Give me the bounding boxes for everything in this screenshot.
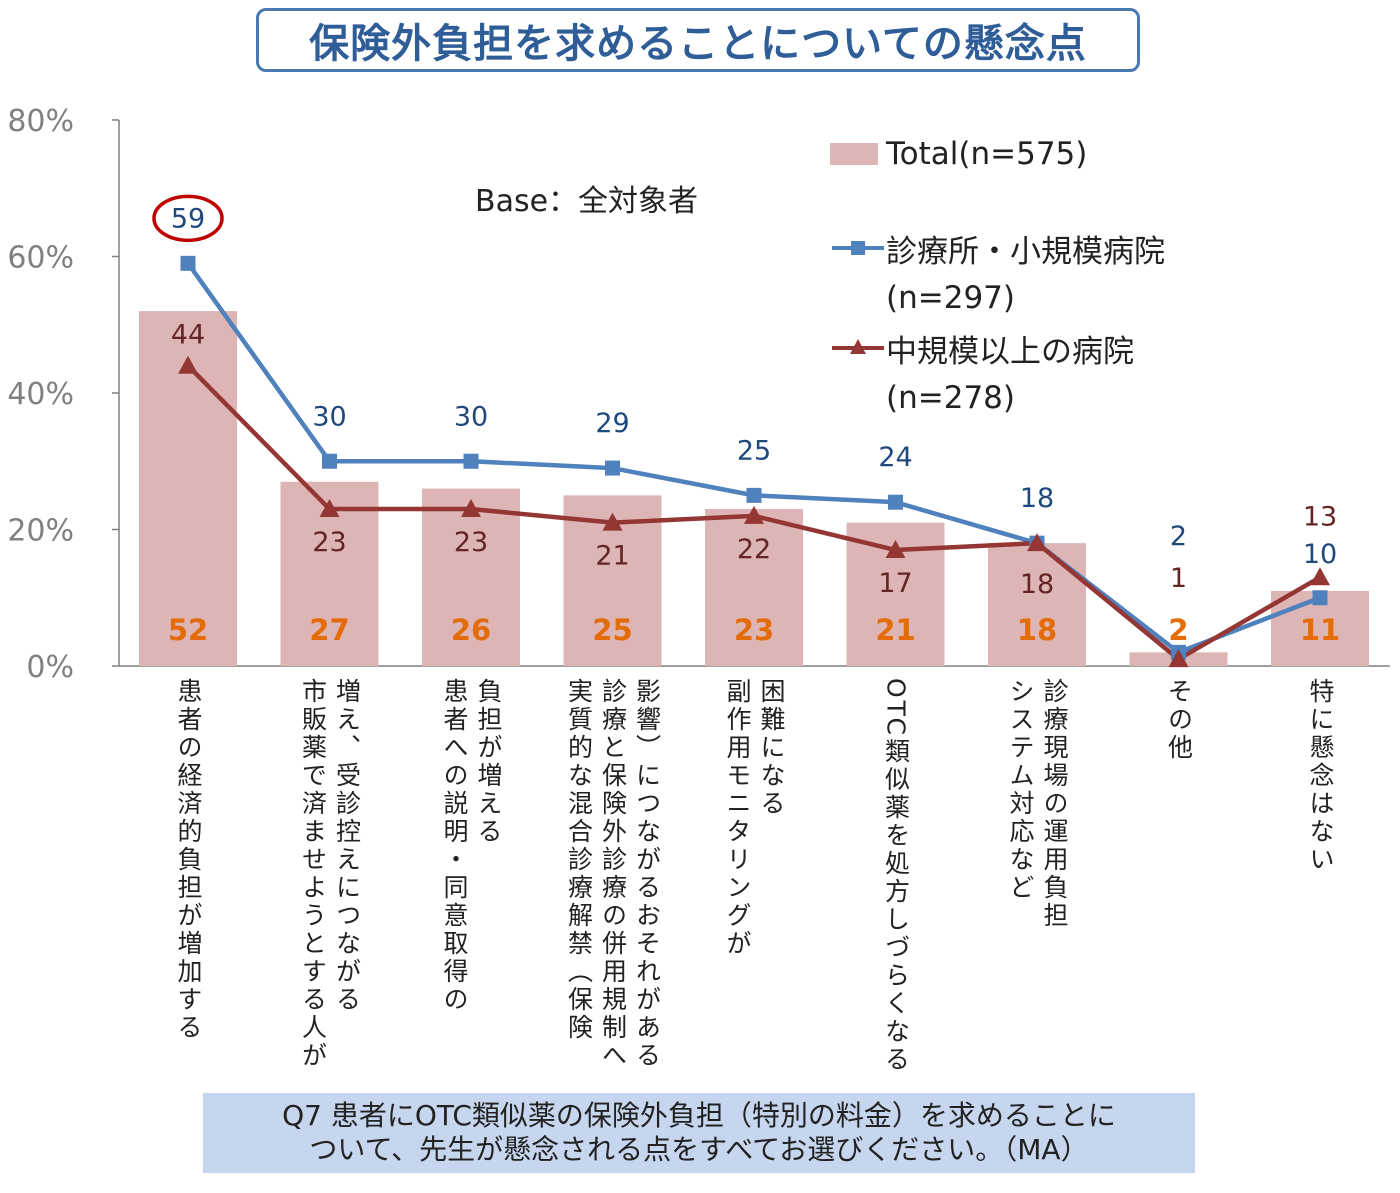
category-label-line: 市販薬で済ませようとする人が (298, 678, 328, 1070)
marker-hospital (1310, 567, 1330, 586)
data-label-total: 2 (1168, 613, 1188, 647)
data-label-clinic: 18 (1020, 483, 1054, 514)
legend-swatch-total (830, 143, 878, 165)
category-label-line: 影響）につながるおそれがある (632, 678, 662, 1070)
data-label-hospital: 17 (878, 568, 912, 599)
data-label-hospital: 23 (454, 527, 488, 558)
category-label: 特に懸念はない (1250, 678, 1390, 874)
base-note: Base：全対象者 (475, 184, 699, 219)
marker-clinic (463, 453, 479, 469)
data-label-clinic: 2 (1170, 521, 1187, 552)
legend-label-total: Total(n=575) (886, 136, 1088, 172)
data-label-total: 27 (309, 613, 349, 647)
marker-clinic (180, 255, 196, 271)
category-label-line: システム対応など (1006, 678, 1035, 902)
data-label-clinic: 24 (878, 442, 912, 473)
bar-total (988, 543, 1086, 666)
category-label-line: 患者への説明・同意取得の (440, 678, 469, 1014)
category-label-line: 困難になる (757, 678, 786, 818)
title-box: 保険外負担を求めることについての懸念点 (256, 8, 1140, 72)
category-label-line: 負担が増える (474, 678, 503, 846)
legend: Total(n=575) 診療所・小規模病院 (n=297) 中規模以上の病院 … (830, 130, 1165, 424)
marker-clinic (1312, 590, 1328, 606)
marker-clinic (605, 460, 620, 476)
data-label-total: 52 (168, 613, 208, 647)
y-tick-label: 20% (7, 514, 74, 549)
marker-hospital (1027, 533, 1047, 552)
category-label-line: 患者の経済的負担が増加する (174, 678, 203, 1042)
legend-label-clinic: 診療所・小規模病院 (886, 233, 1165, 270)
data-label-clinic: 25 (737, 435, 771, 466)
question-box: Q7 患者にOTC類似薬の保険外負担（特別の料金）を求めることに ついて、先生が… (203, 1093, 1195, 1173)
category-label-line: 診療と保険外診療の併用規制へ (598, 678, 628, 1070)
highlight-circle (152, 194, 224, 243)
question-line-1: Q7 患者にOTC類似薬の保険外負担（特別の料金）を求めることに (282, 1099, 1116, 1132)
question-line-2: ついて、先生が懸念される点をすべてお選びください。（MA） (309, 1133, 1089, 1166)
category-label-line: 増え、受診控えにつながる (332, 678, 362, 1014)
category-label-line: OTC類似薬を処方しづらくなる (881, 678, 911, 1074)
data-label-clinic: 10 (1303, 539, 1337, 570)
data-label-total: 21 (875, 613, 915, 647)
category-label-line: 実質的な混合診療解禁（保険 (564, 678, 594, 1042)
marker-hospital (602, 512, 623, 531)
legend-symbol-clinic (832, 241, 884, 255)
data-label-clinic: 30 (454, 401, 488, 432)
marker-clinic (322, 453, 337, 469)
category-label: 困難になる 副作用モニタリングが (684, 678, 824, 958)
legend-item-total: Total(n=575) (830, 130, 1165, 178)
legend-item-hospital: 中規模以上の病院 (830, 324, 1165, 372)
data-label-total: 26 (451, 613, 491, 647)
category-label: 負担が増える 患者への説明・同意取得の (401, 678, 541, 1014)
data-label-clinic: 59 (171, 203, 205, 234)
data-label-hospital: 23 (312, 527, 346, 558)
data-label-hospital: 18 (1020, 569, 1054, 600)
category-label: 患者の経済的負担が増加する (118, 678, 258, 1042)
legend-symbol-hospital (832, 339, 884, 354)
bar-total (705, 509, 803, 666)
legend-label-hospital: 中規模以上の病院 (886, 333, 1134, 370)
marker-hospital (178, 355, 198, 374)
category-label: OTC類似薬を処方しづらくなる (826, 678, 966, 1074)
legend-n-clinic: (n=297) (886, 280, 1015, 316)
data-label-hospital: 44 (171, 320, 205, 351)
data-label-hospital: 1 (1170, 563, 1187, 594)
category-label-line: 特に懸念はない (1306, 678, 1335, 874)
category-label-line: 診療現場の運用負担 (1040, 678, 1069, 930)
legend-item-clinic: 診療所・小規模病院 (830, 224, 1165, 272)
category-label-line: 副作用モニタリングが (723, 678, 752, 958)
marker-hospital (319, 499, 340, 518)
category-label-line: その他 (1164, 678, 1194, 762)
category-label: 増え、受診控えにつながる 市販薬で済ませようとする人が (260, 678, 400, 1070)
data-label-clinic: 29 (595, 408, 629, 439)
marker-clinic (888, 494, 903, 510)
category-label: 診療現場の運用負担 システム対応など (967, 678, 1107, 930)
marker-hospital (461, 499, 481, 518)
data-label-hospital: 21 (595, 541, 629, 572)
y-tick-label: 40% (7, 377, 74, 412)
data-label-total: 23 (734, 613, 774, 647)
y-tick-label: 60% (7, 241, 74, 276)
data-label-total: 25 (592, 613, 632, 647)
category-label: 影響）につながるおそれがある 診療と保険外診療の併用規制へ 実質的な混合診療解禁（保… (543, 678, 683, 1070)
data-label-clinic: 30 (312, 401, 346, 432)
legend-n-hospital: (n=278) (886, 380, 1015, 416)
marker-hospital (885, 539, 906, 558)
data-label-hospital: 22 (737, 534, 771, 565)
marker-hospital (1168, 649, 1189, 668)
data-label-total: 11 (1300, 613, 1340, 647)
category-label: その他 (1109, 678, 1249, 762)
y-tick-label: 80% (7, 104, 74, 139)
y-tick-label: 0% (26, 650, 74, 685)
bar-total (422, 488, 520, 666)
data-label-total: 18 (1017, 613, 1057, 647)
chart-title: 保険外負担を求めることについての懸念点 (309, 21, 1087, 67)
marker-clinic (746, 487, 762, 503)
marker-hospital (744, 505, 764, 524)
data-label-hospital: 13 (1303, 501, 1337, 532)
